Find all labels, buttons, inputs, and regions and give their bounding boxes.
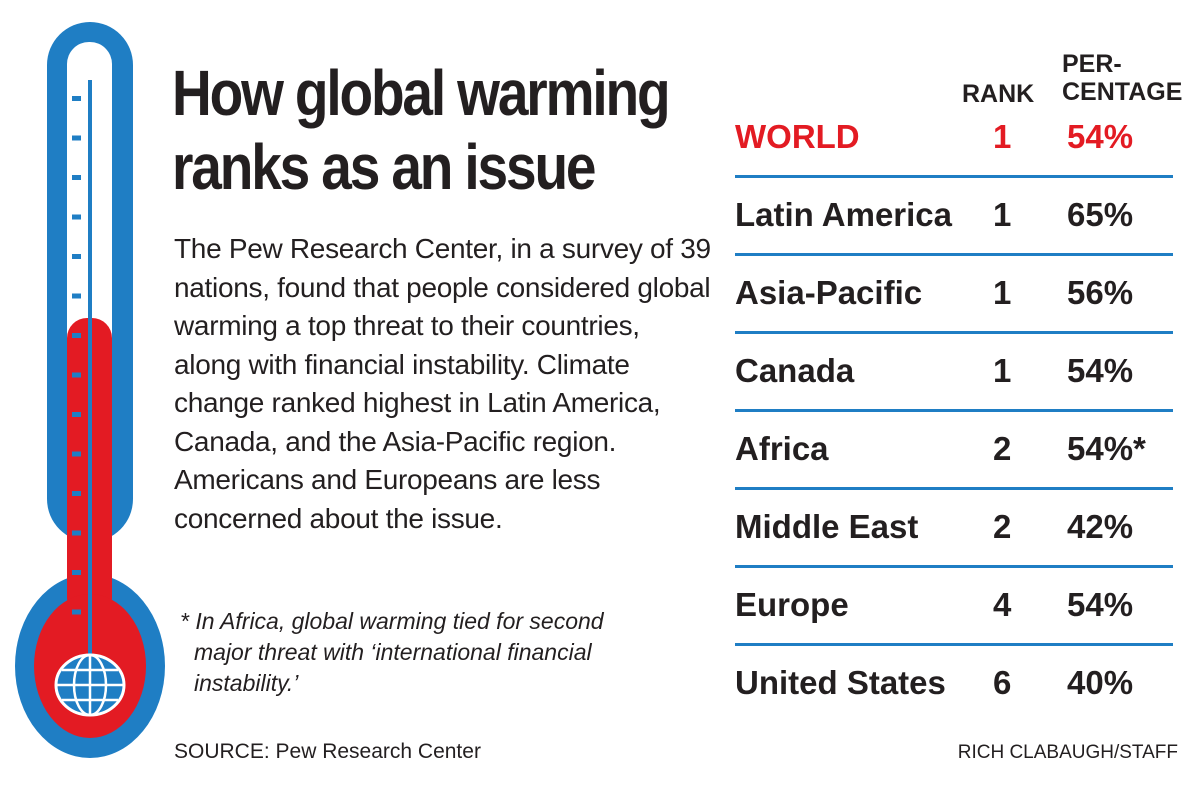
tick-mark [72, 214, 81, 220]
percentage-cell: 54% [1067, 586, 1134, 623]
region-cell: Africa [735, 430, 829, 467]
region-cell: Asia-Pacific [735, 274, 923, 311]
row-divider [735, 409, 1173, 412]
table-row: United States 6 40% [735, 664, 1175, 742]
region-cell: United States [735, 664, 946, 701]
region-cell: Canada [735, 352, 855, 389]
percentage-cell: 56% [1067, 274, 1134, 311]
tick-mark [72, 609, 81, 615]
rank-cell: 1 [993, 274, 1012, 311]
tick-mark [72, 96, 81, 101]
table-row: Africa 2 54%* [735, 430, 1175, 508]
tick-mark [72, 333, 81, 338]
table-row: Europe 4 54% [735, 586, 1175, 664]
row-divider [735, 253, 1173, 256]
page-title: How global warming ranks as an issue [172, 57, 671, 203]
percentage-cell: 40% [1067, 664, 1134, 701]
region-cell: Middle East [735, 508, 919, 545]
tick-mark [72, 530, 81, 536]
region-cell: Europe [735, 586, 849, 623]
percentage-cell: 54% [1067, 352, 1134, 389]
percentage-cell: 42% [1067, 508, 1134, 545]
description-text: The Pew Research Center, in a survey of … [174, 233, 711, 534]
tick-mark [72, 254, 81, 259]
tick-mark [72, 372, 81, 378]
row-divider [735, 643, 1173, 646]
rank-cell: 1 [993, 196, 1012, 233]
row-divider [735, 331, 1173, 334]
rank-cell: 4 [993, 586, 1012, 623]
percentage-header-1: PER- [1062, 50, 1122, 78]
percentage-header-2: CENTAGE [1062, 78, 1183, 106]
artist-credit: RICH CLABAUGH/STAFF [957, 742, 1178, 763]
rank-cell: 2 [993, 508, 1012, 545]
row-divider [735, 487, 1173, 490]
table-row: Asia-Pacific 1 56% [735, 274, 1175, 352]
percentage-cell: 54% [1067, 118, 1134, 155]
row-divider [735, 175, 1173, 178]
row-divider [735, 565, 1173, 568]
rank-header: RANK [962, 80, 1035, 108]
tick-mark [72, 570, 81, 575]
table-row: WORLD 1 54% [735, 118, 1175, 196]
table-row: Canada 1 54% [735, 352, 1175, 430]
thermometer-illustration [15, 22, 165, 758]
tick-mark [72, 491, 81, 496]
rank-cell: 2 [993, 430, 1012, 467]
rank-cell: 6 [993, 664, 1012, 701]
tick-mark [72, 175, 81, 180]
table-row: Latin America 1 65% [735, 196, 1175, 274]
percentage-cell: 54%* [1067, 430, 1146, 467]
region-cell: Latin America [735, 196, 953, 233]
table-row: Middle East 2 42% [735, 508, 1175, 586]
tick-mark [72, 293, 81, 299]
rank-cell: 1 [993, 352, 1012, 389]
tick-mark [72, 135, 81, 141]
tick-mark [72, 451, 81, 457]
globe-icon [54, 653, 126, 717]
region-cell: WORLD [735, 118, 860, 155]
footnote: * In Africa, global warming tied for sec… [180, 608, 604, 696]
source-credit: SOURCE: Pew Research Center [174, 740, 481, 763]
tick-mark [72, 412, 81, 417]
rank-cell: 1 [993, 118, 1012, 155]
percentage-cell: 65% [1067, 196, 1134, 233]
